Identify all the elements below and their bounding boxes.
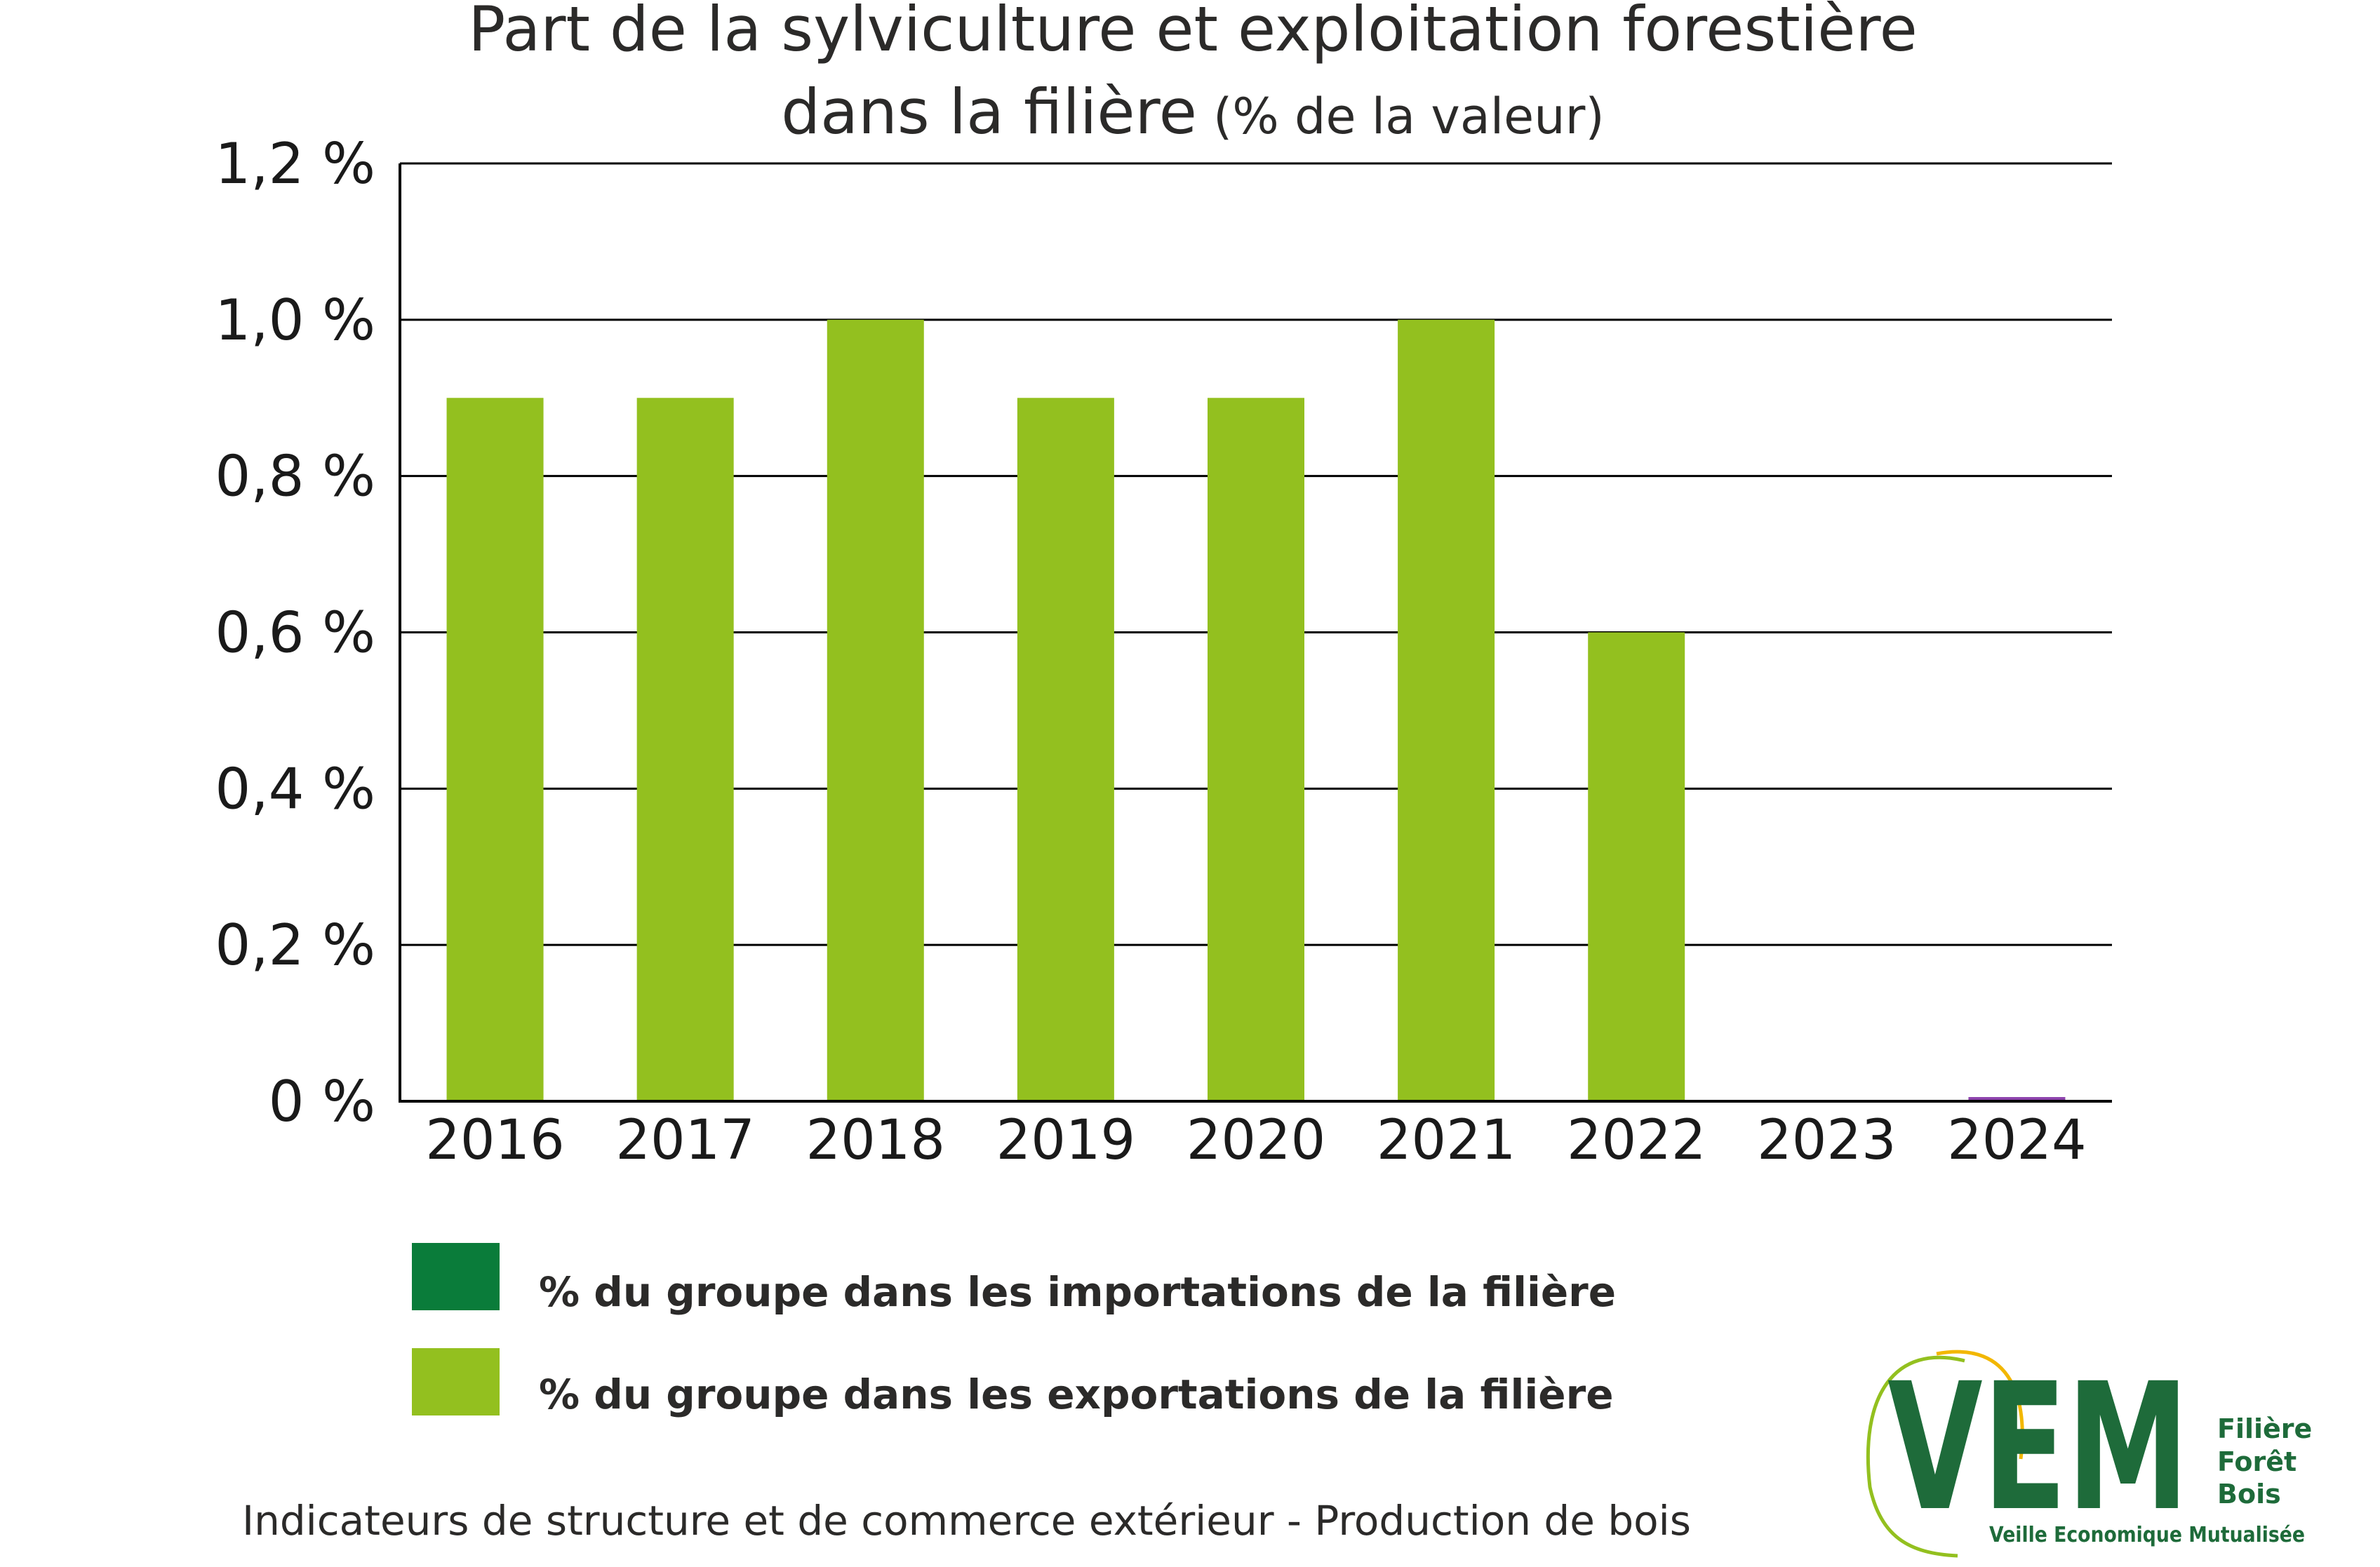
x-tick-label: 2018 [806,1109,946,1172]
logo-foret: Forêt [2217,1446,2297,1477]
x-axis-labels: 2016 2017 2018 2019 2020 2021 2022 2023 2024 [425,1109,2086,1172]
legend-swatch-exports [412,1348,500,1415]
x-tick-label: 2022 [1567,1109,1706,1172]
logo-arc-yellow [1936,1350,2024,1460]
x-tick-label: 2019 [996,1109,1136,1172]
chart-title: Part de la sylviculture et exploitation … [468,0,1918,65]
legend-label-imports: % du groupe dans les importations de la … [539,1268,1616,1316]
bar-2019 [1017,398,1114,1101]
bar-2020 [1208,398,1304,1101]
chart-title-line2-main: dans la filière [781,76,1197,148]
chart-title-suffix: (% de la valeur) [1213,88,1605,145]
y-tick-label: 0,4 % [215,756,375,821]
logo-bois: Bois [2217,1479,2281,1509]
y-tick-label: 0,2 % [215,913,375,978]
y-tick-label: 1,2 % [215,131,375,196]
x-tick-label: 2017 [615,1109,755,1172]
bar-2017 [636,398,734,1101]
x-tick-label: 2021 [1377,1109,1516,1172]
logo-tagline: Veille Economique Mutualisée [1989,1523,2305,1547]
bars [446,319,2066,1101]
legend: % du groupe dans les importations de la … [412,1243,1616,1418]
chart-title-line2: dans la filière (% de la valeur) [781,76,1604,148]
legend-label-exports: % du groupe dans les exportations de la … [539,1371,1614,1418]
bar-2018 [827,319,924,1101]
y-tick-label: 0,8 % [215,444,375,509]
x-tick-label: 2016 [425,1109,565,1172]
logo-filiere: Filière [2217,1413,2312,1444]
y-tick-label: 0,6 % [215,600,375,666]
bar-2024 [1968,1097,2066,1101]
y-tick-label: 1,0 % [215,288,375,353]
vem-logo: VEM Filière Forêt Bois Veille Economique… [1866,1345,2312,1558]
footer-caption: Indicateurs de structure et de commerce … [242,1497,1691,1545]
bar-2016 [446,398,544,1101]
x-tick-label: 2020 [1186,1109,1326,1172]
y-axis-ticks: 0 % 0,2 % 0,4 % 0,6 % 0,8 % 1,0 % 1,2 % [215,131,375,1134]
logo-mark: VEM [1887,1345,2189,1549]
x-tick-label: 2024 [1947,1109,2087,1172]
x-tick-label: 2023 [1757,1109,1897,1172]
svg-text:dans la filière (% de la: dans la filière (% de la valeur) [781,76,1604,148]
legend-swatch-imports [412,1243,500,1310]
y-tick-label: 0 % [269,1069,375,1134]
bar-2021 [1398,319,1495,1101]
logo-arc-green [1866,1355,1965,1558]
bar-2022 [1588,632,1685,1101]
